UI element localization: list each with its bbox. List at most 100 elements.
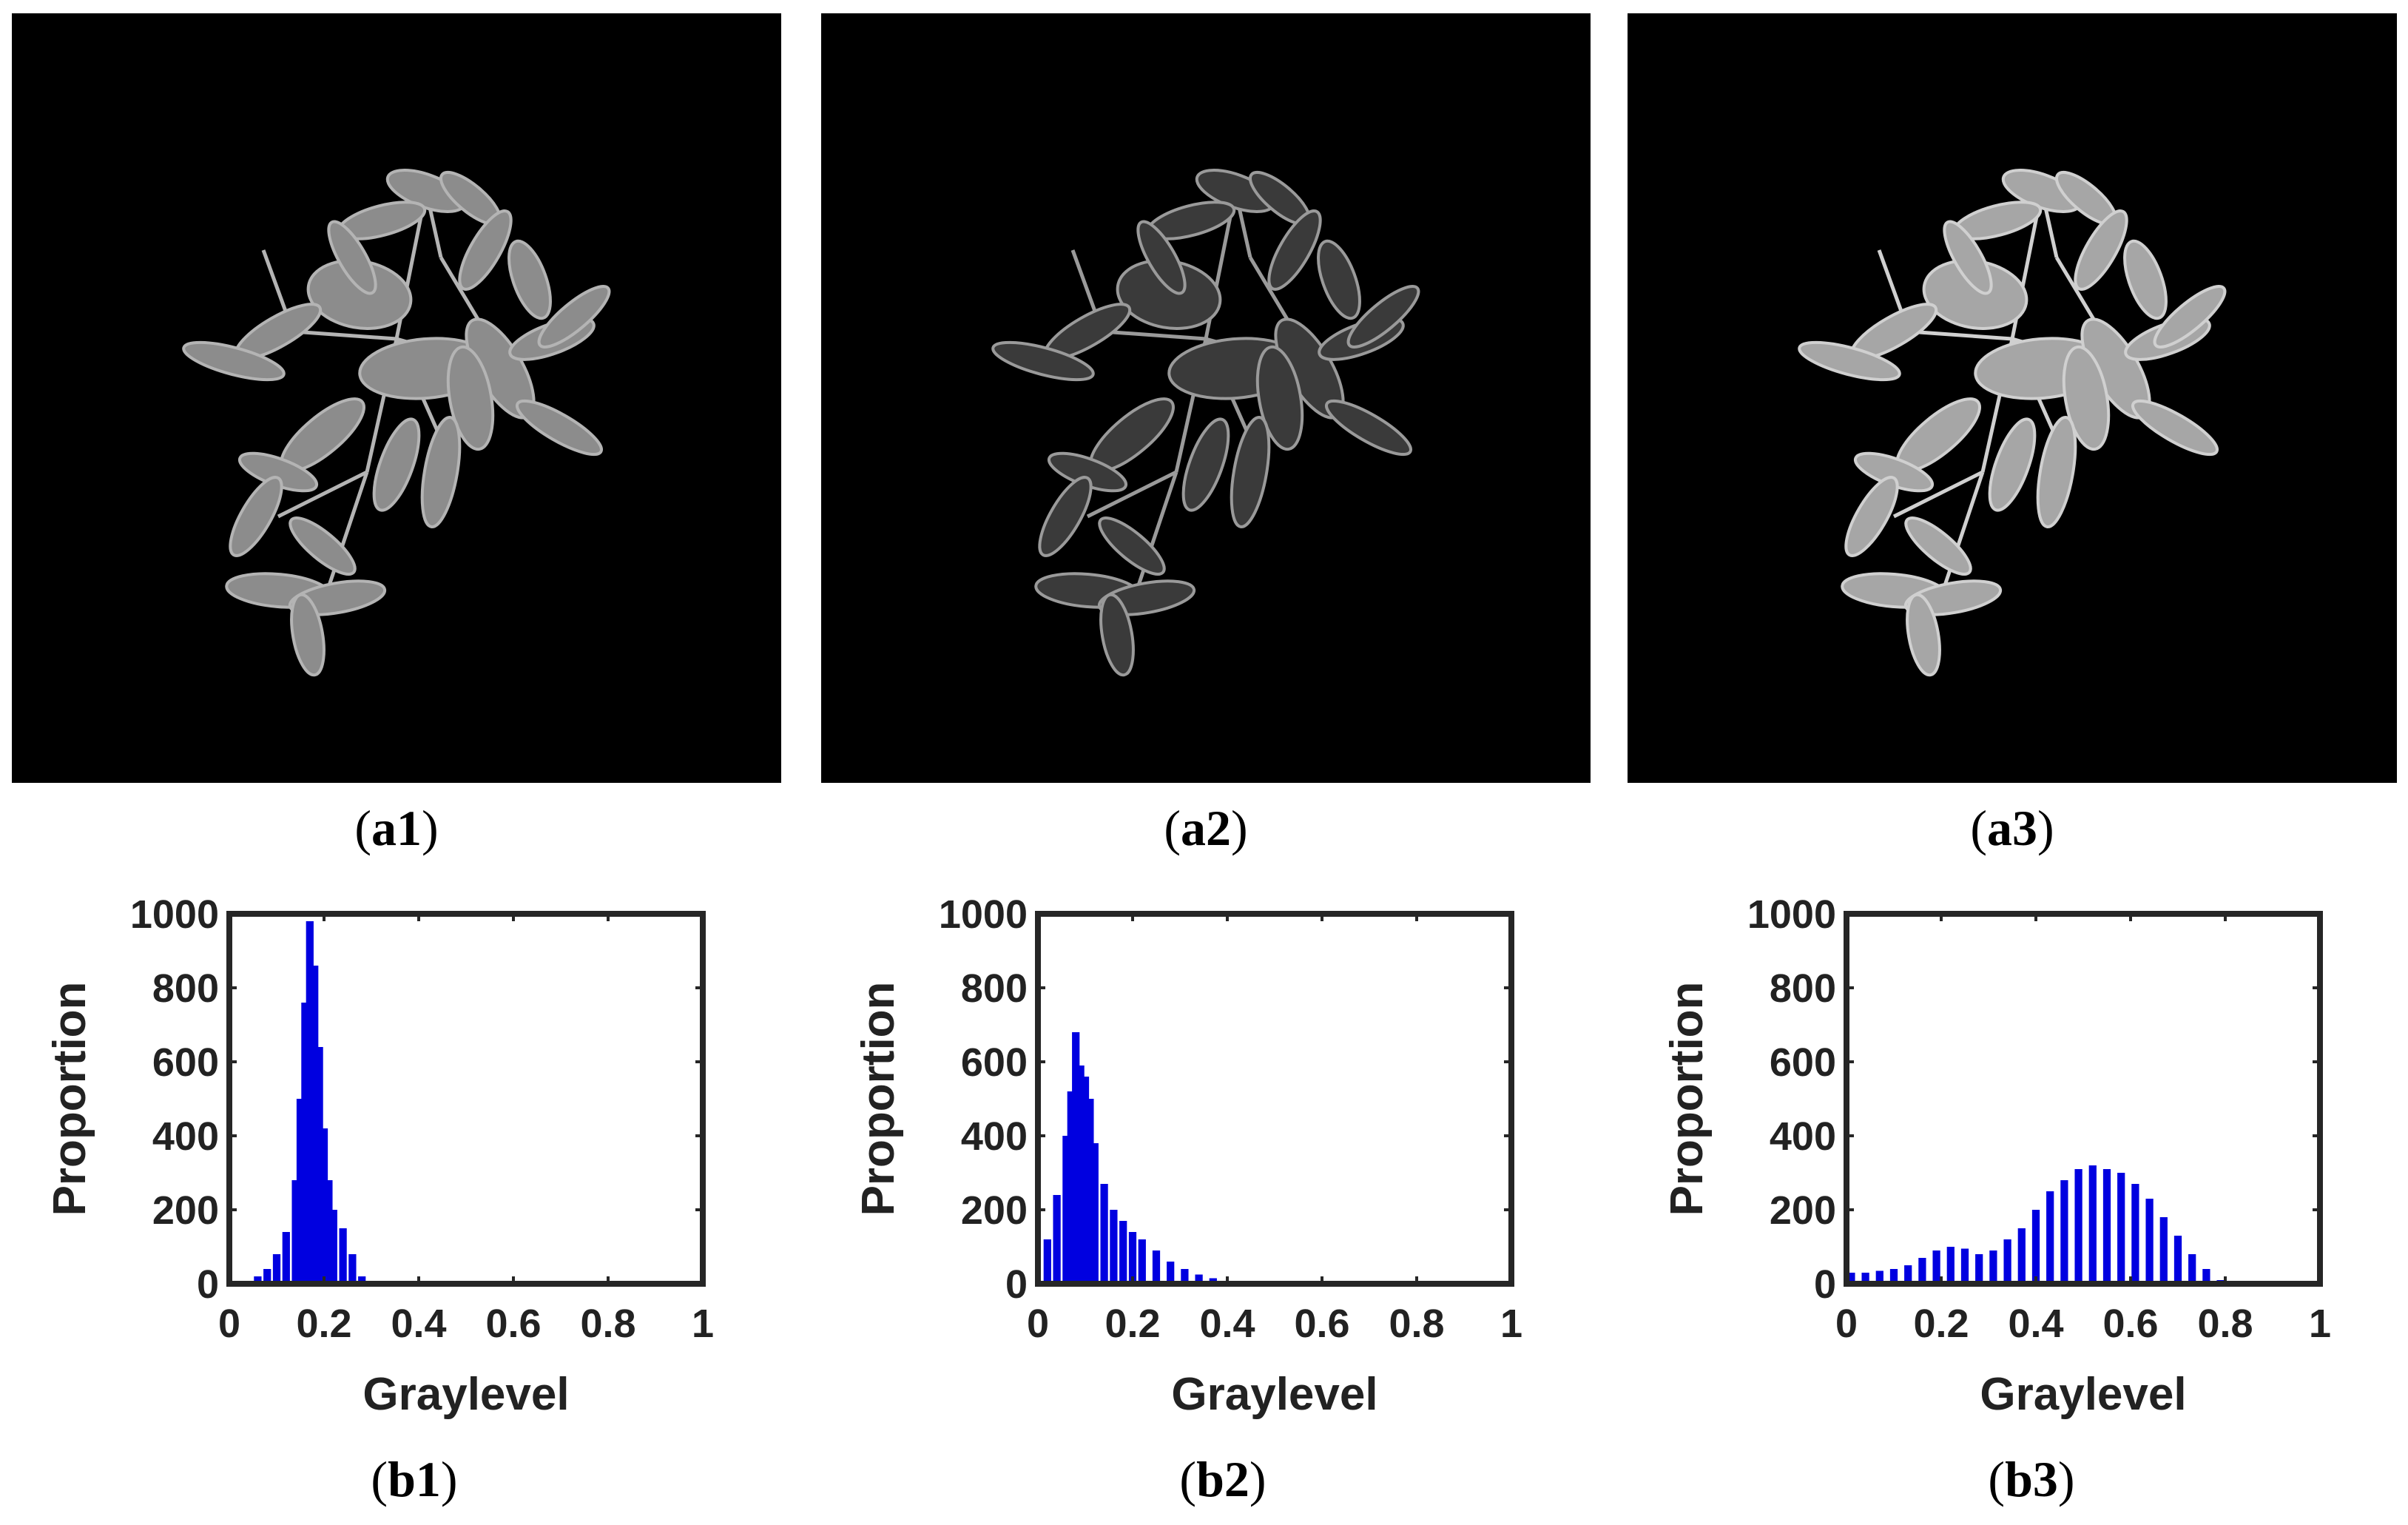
- histogram-bar: [1138, 1239, 1146, 1284]
- leaf-shape: [1317, 239, 1361, 320]
- histogram-bar: [2188, 1254, 2196, 1284]
- histogram-bar: [1086, 1099, 1094, 1284]
- leaf-shape: [1230, 416, 1271, 528]
- histogram-bar: [1889, 1269, 1898, 1284]
- histogram-bar: [325, 1180, 333, 1284]
- plot-area: [1847, 914, 2320, 1284]
- leaf-shape: [1943, 220, 1993, 295]
- histogram-bar: [1847, 1273, 1855, 1284]
- leaf-shape: [2131, 399, 2219, 457]
- histogram-bar: [1904, 1265, 1912, 1284]
- histogram-bar: [2102, 1169, 2111, 1284]
- leaf-shape: [537, 285, 611, 349]
- y-tick-label: 200: [961, 1188, 1028, 1233]
- caption-letter: b: [388, 1451, 416, 1507]
- histogram-bar: [2145, 1199, 2154, 1284]
- x-tick-label: 0.2: [296, 1302, 351, 1346]
- x-axis-label: Graylevel: [362, 1369, 569, 1420]
- histogram-bar: [1100, 1184, 1108, 1284]
- leaf-shape: [1904, 516, 1972, 576]
- x-tick-label: 0.2: [1913, 1302, 1969, 1346]
- leaf-shape: [1906, 593, 1941, 677]
- x-tick-label: 0.8: [580, 1302, 635, 1346]
- y-tick-label: 600: [1770, 1040, 1836, 1085]
- caption-number: 3: [2032, 1451, 2058, 1507]
- histogram-b3: 0 0.2 0.4 0.6 0.8 1 0 200 400 600 800 1000 Graylevel…: [1632, 851, 2408, 1487]
- histogram-bar: [1195, 1274, 1203, 1284]
- leaf-shape: [290, 593, 326, 677]
- y-tick-label: 1000: [130, 892, 219, 937]
- histogram-bar: [2031, 1210, 2040, 1284]
- leaf-shape: [1098, 516, 1166, 576]
- histogram-bar: [282, 1232, 290, 1284]
- histogram-bar: [2003, 1239, 2011, 1284]
- leaf-shape: [420, 416, 462, 528]
- histogram-bar: [1053, 1195, 1061, 1284]
- histogram-bar: [272, 1254, 281, 1284]
- histogram-bar: [348, 1254, 357, 1284]
- x-tick-label: 0.6: [485, 1302, 541, 1346]
- y-axis-label: Proportion: [853, 982, 904, 1216]
- x-tick-label: 0.8: [1389, 1302, 1444, 1346]
- axes-frame: [226, 911, 706, 1287]
- histogram-b1: 0 0.2 0.4 0.6 0.8 1 0 200 400 600 800 1000 Graylevel…: [15, 851, 814, 1487]
- histogram-bar: [1181, 1269, 1189, 1284]
- y-tick-label: 800: [1770, 966, 1836, 1011]
- caption-letter: b: [1196, 1451, 1224, 1507]
- leaf-shape: [1844, 476, 1899, 557]
- histogram-bar: [320, 1128, 328, 1284]
- histogram-bar: [263, 1269, 272, 1284]
- leaf-shape: [458, 209, 513, 291]
- histogram-bar: [1119, 1221, 1127, 1284]
- axes-frame: [1035, 911, 1514, 1287]
- leaf-shape: [507, 239, 552, 320]
- histogram-bar: [2046, 1191, 2054, 1284]
- leaf-shape: [1798, 340, 1901, 382]
- y-tick-label: 600: [961, 1040, 1028, 1085]
- y-tick-label: 0: [1814, 1262, 1836, 1307]
- leaf-shape: [2062, 345, 2111, 451]
- x-tick-label: 0.2: [1104, 1302, 1160, 1346]
- histogram-bar: [2173, 1236, 2182, 1284]
- caption-a3: (a3): [1970, 800, 2054, 856]
- x-tick-label: 1: [692, 1302, 714, 1346]
- leaf-shape: [2036, 416, 2077, 528]
- histogram-svg: 0 0.2 0.4 0.6 0.8 1 0 200 400 600 800 1000 Graylevel…: [44, 892, 714, 1420]
- histogram-bar: [2060, 1180, 2068, 1284]
- caption-number: 1: [415, 1451, 441, 1507]
- histogram-bar: [1167, 1262, 1175, 1284]
- histogram-bar: [1932, 1250, 1940, 1284]
- x-tick-label: 0.4: [2008, 1302, 2063, 1346]
- y-tick-label: 600: [152, 1040, 219, 1085]
- caption-letter: b: [2005, 1451, 2033, 1507]
- leaf-shape: [1099, 593, 1135, 677]
- leaf-shape: [327, 220, 377, 295]
- y-tick-label: 1000: [939, 892, 1028, 937]
- histogram-bar: [311, 966, 319, 1284]
- x-axis-label: Graylevel: [1980, 1369, 2186, 1420]
- caption-b1: (b1): [371, 1451, 458, 1507]
- y-tick-label: 400: [1770, 1114, 1836, 1159]
- histogram-bar: [1975, 1254, 1983, 1284]
- caption-number: 2: [1206, 800, 1231, 856]
- leaf-shape: [2074, 209, 2128, 291]
- histogram-bar: [339, 1228, 347, 1284]
- caption-number: 1: [397, 800, 422, 856]
- histogram-bar: [2074, 1169, 2082, 1284]
- leaf-shape: [1324, 399, 1413, 457]
- histogram-bar: [1861, 1273, 1869, 1284]
- leaf-shape: [289, 516, 357, 576]
- histogram-bar: [1946, 1247, 1955, 1284]
- caption-b2: (b2): [1179, 1451, 1267, 1507]
- histogram-svg: 0 0.2 0.4 0.6 0.8 1 0 200 400 600 800 1000 Graylevel…: [1662, 892, 2331, 1420]
- x-axis-label: Graylevel: [1171, 1369, 1377, 1420]
- caption-letter: a: [1181, 800, 1206, 856]
- leaf-shape: [991, 340, 1095, 382]
- y-axis-label: Proportion: [1662, 982, 1713, 1216]
- histogram-bar: [1043, 1239, 1051, 1284]
- axes-frame: [1844, 911, 2323, 1287]
- y-tick-label: 800: [152, 966, 219, 1011]
- histogram-bar: [291, 1180, 300, 1284]
- plot-area: [1038, 914, 1511, 1284]
- plant-leaves-icon: [182, 169, 611, 677]
